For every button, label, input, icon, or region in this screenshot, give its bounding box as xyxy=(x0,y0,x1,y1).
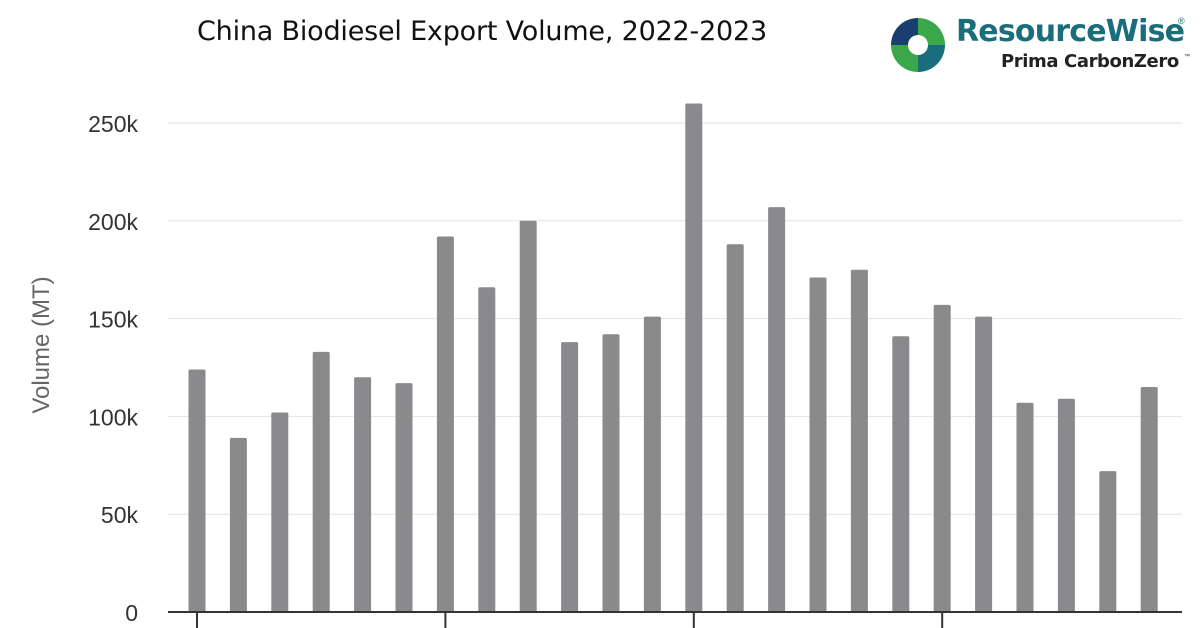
bar xyxy=(1099,471,1117,612)
y-tick-label: 100k xyxy=(88,404,138,430)
bar xyxy=(602,334,620,612)
brand-logo: ResourceWise ® Prima CarbonZero ™ xyxy=(888,12,1193,78)
trademark-mark: ™ xyxy=(1184,54,1190,60)
bar xyxy=(395,383,413,612)
bar xyxy=(271,412,289,612)
bar xyxy=(768,207,786,612)
bar xyxy=(1057,398,1075,612)
registered-mark: ® xyxy=(1178,16,1185,26)
y-tick-label: 0 xyxy=(125,600,138,626)
bar xyxy=(478,287,496,612)
bar xyxy=(1016,402,1034,612)
bar xyxy=(892,336,910,612)
bar xyxy=(312,351,330,612)
brand-name: ResourceWise xyxy=(956,14,1185,49)
bar xyxy=(436,236,454,612)
bar xyxy=(933,304,951,612)
y-tick-label: 150k xyxy=(88,307,138,333)
chart-title: China Biodiesel Export Volume, 2022-2023 xyxy=(197,16,767,47)
bar xyxy=(561,342,579,612)
bar xyxy=(519,220,537,613)
y-tick-label: 50k xyxy=(101,502,139,528)
bar xyxy=(229,437,247,612)
bar xyxy=(643,316,661,612)
y-tick-label: 200k xyxy=(88,209,138,235)
bar xyxy=(975,316,993,612)
resourcewise-logo-icon xyxy=(891,18,945,72)
bar xyxy=(809,277,827,612)
y-tick-label: 250k xyxy=(88,111,138,137)
brand-subtitle: Prima CarbonZero xyxy=(1001,51,1179,72)
bar xyxy=(354,377,372,612)
bar xyxy=(726,244,744,612)
bar xyxy=(188,369,206,612)
bar xyxy=(1140,387,1158,612)
bar xyxy=(685,103,703,612)
bar xyxy=(850,269,868,612)
